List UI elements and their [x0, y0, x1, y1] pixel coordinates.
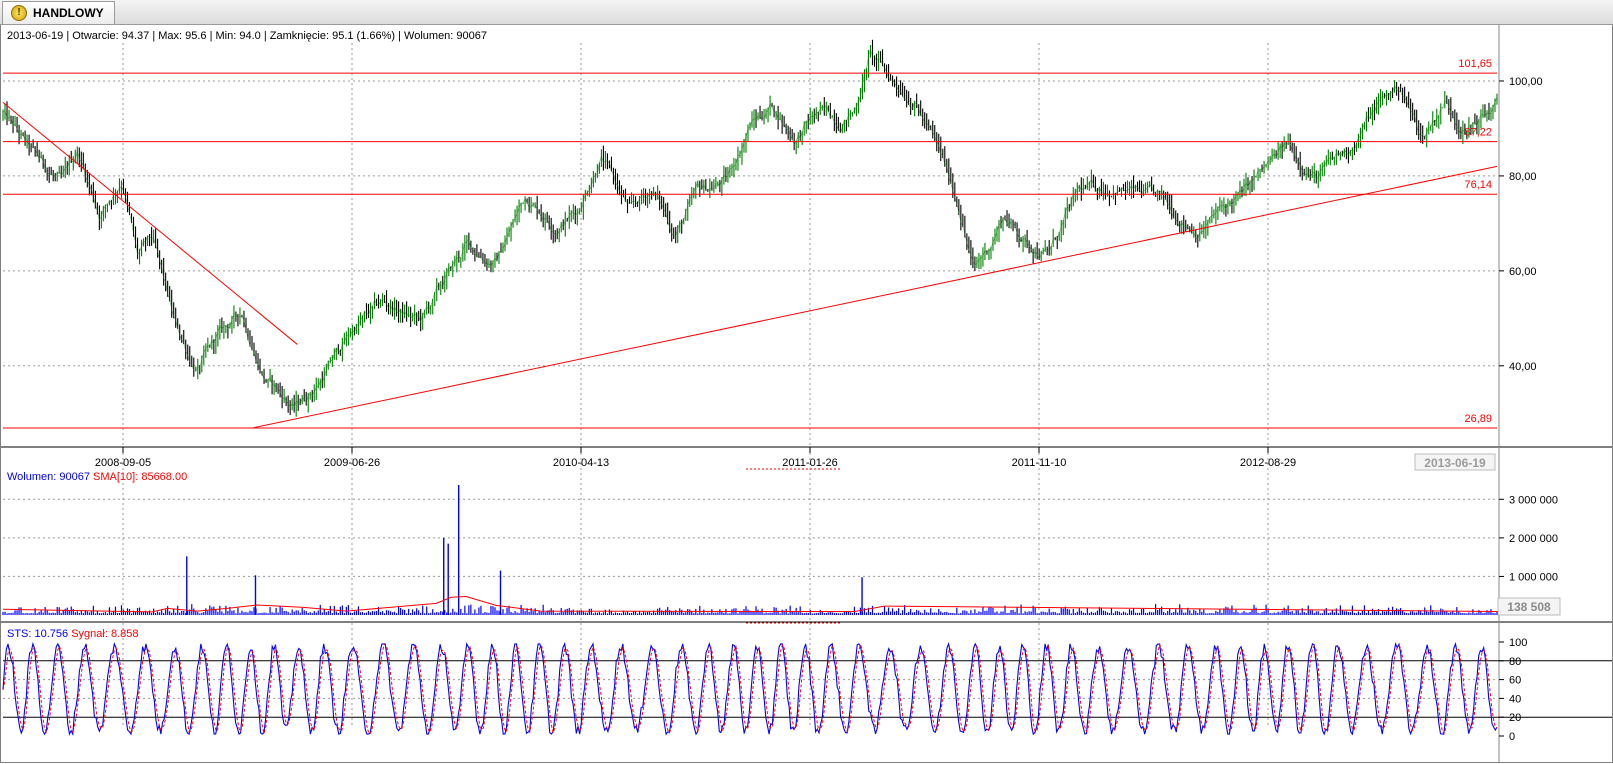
y-tick-label: 40,00: [1509, 361, 1537, 373]
tab-label: HANDLOWY: [33, 6, 104, 20]
signal-line: [2, 642, 1498, 736]
signal-legend-value: Sygnał: 8.858: [71, 628, 139, 640]
price-close-line: [2, 48, 1498, 408]
level-label: 87,22: [1464, 127, 1492, 139]
volume-bars: [2, 604, 1498, 615]
sts-y-tick-label: 20: [1509, 712, 1521, 724]
x-tick-label: 2012-08-29: [1240, 457, 1296, 469]
sts-y-tick-label: 80: [1509, 656, 1521, 668]
trendline: [2, 101, 298, 345]
chart-window: 2008-09-05 2009-06-26 2010-04-13 2011-01-26…: [0, 25, 1613, 763]
x-tick-label: 2008-09-05: [95, 457, 151, 469]
sts-line: [2, 641, 1498, 737]
date-badge-text: 2013-06-19: [1424, 456, 1486, 470]
sts-y-tick-label: 40: [1509, 693, 1521, 705]
x-tick-label: 2010-04-13: [553, 457, 609, 469]
volume-value-badge: [1497, 597, 1561, 616]
sts-y-tick-label: 100: [1509, 637, 1527, 649]
x-tick-label: 2011-11-10: [1012, 457, 1067, 469]
y-tick-label: 100,00: [1509, 76, 1543, 88]
level-label: 101,65: [1458, 58, 1492, 70]
level-label: 76,14: [1464, 179, 1492, 191]
price-series: [2, 39, 1498, 417]
warning-icon: !: [11, 5, 27, 21]
tab-bar: ! HANDLOWY: [0, 0, 1613, 25]
level-label: 26,89: [1464, 413, 1492, 425]
sts-y-tick-label: 0: [1509, 731, 1515, 743]
volume-sma-line: [2, 595, 1498, 613]
sts-legend: STS: 10.756 Sygnał: 8.858: [7, 628, 139, 640]
sma-legend-value: SMA[10]: 85668.00: [93, 471, 188, 483]
x-tick-label: 2011-01-26: [782, 457, 837, 469]
y-tick-label: 80,00: [1509, 171, 1537, 183]
price-info-bar: 2013-06-19 | Otwarcie: 94.37 | Max: 95.6…: [7, 30, 487, 42]
volume-y-tick-label: 3 000 000: [1509, 494, 1558, 506]
volume-y-tick-label: 2 000 000: [1509, 533, 1558, 545]
volume-y-tick-label: 1 000 000: [1509, 571, 1558, 583]
x-tick-label: 2009-06-26: [324, 457, 380, 469]
trendline: [252, 165, 1498, 429]
volume-legend: Wolumen: 90067 SMA[10]: 85668.00: [7, 471, 187, 483]
chart-canvas[interactable]: 2008-09-05 2009-06-26 2010-04-13 2011-01-26…: [1, 25, 1612, 762]
volume-legend-value: Wolumen: 90067: [7, 471, 90, 483]
y-tick-label: 60,00: [1509, 266, 1537, 278]
sts-y-tick-label: 60: [1509, 675, 1521, 687]
sts-legend-value: STS: 10.756: [7, 628, 69, 640]
volume-value-badge-text: 138 508: [1507, 600, 1551, 614]
date-badge: [1414, 453, 1496, 471]
tab-handlowy[interactable]: ! HANDLOWY: [2, 1, 115, 24]
